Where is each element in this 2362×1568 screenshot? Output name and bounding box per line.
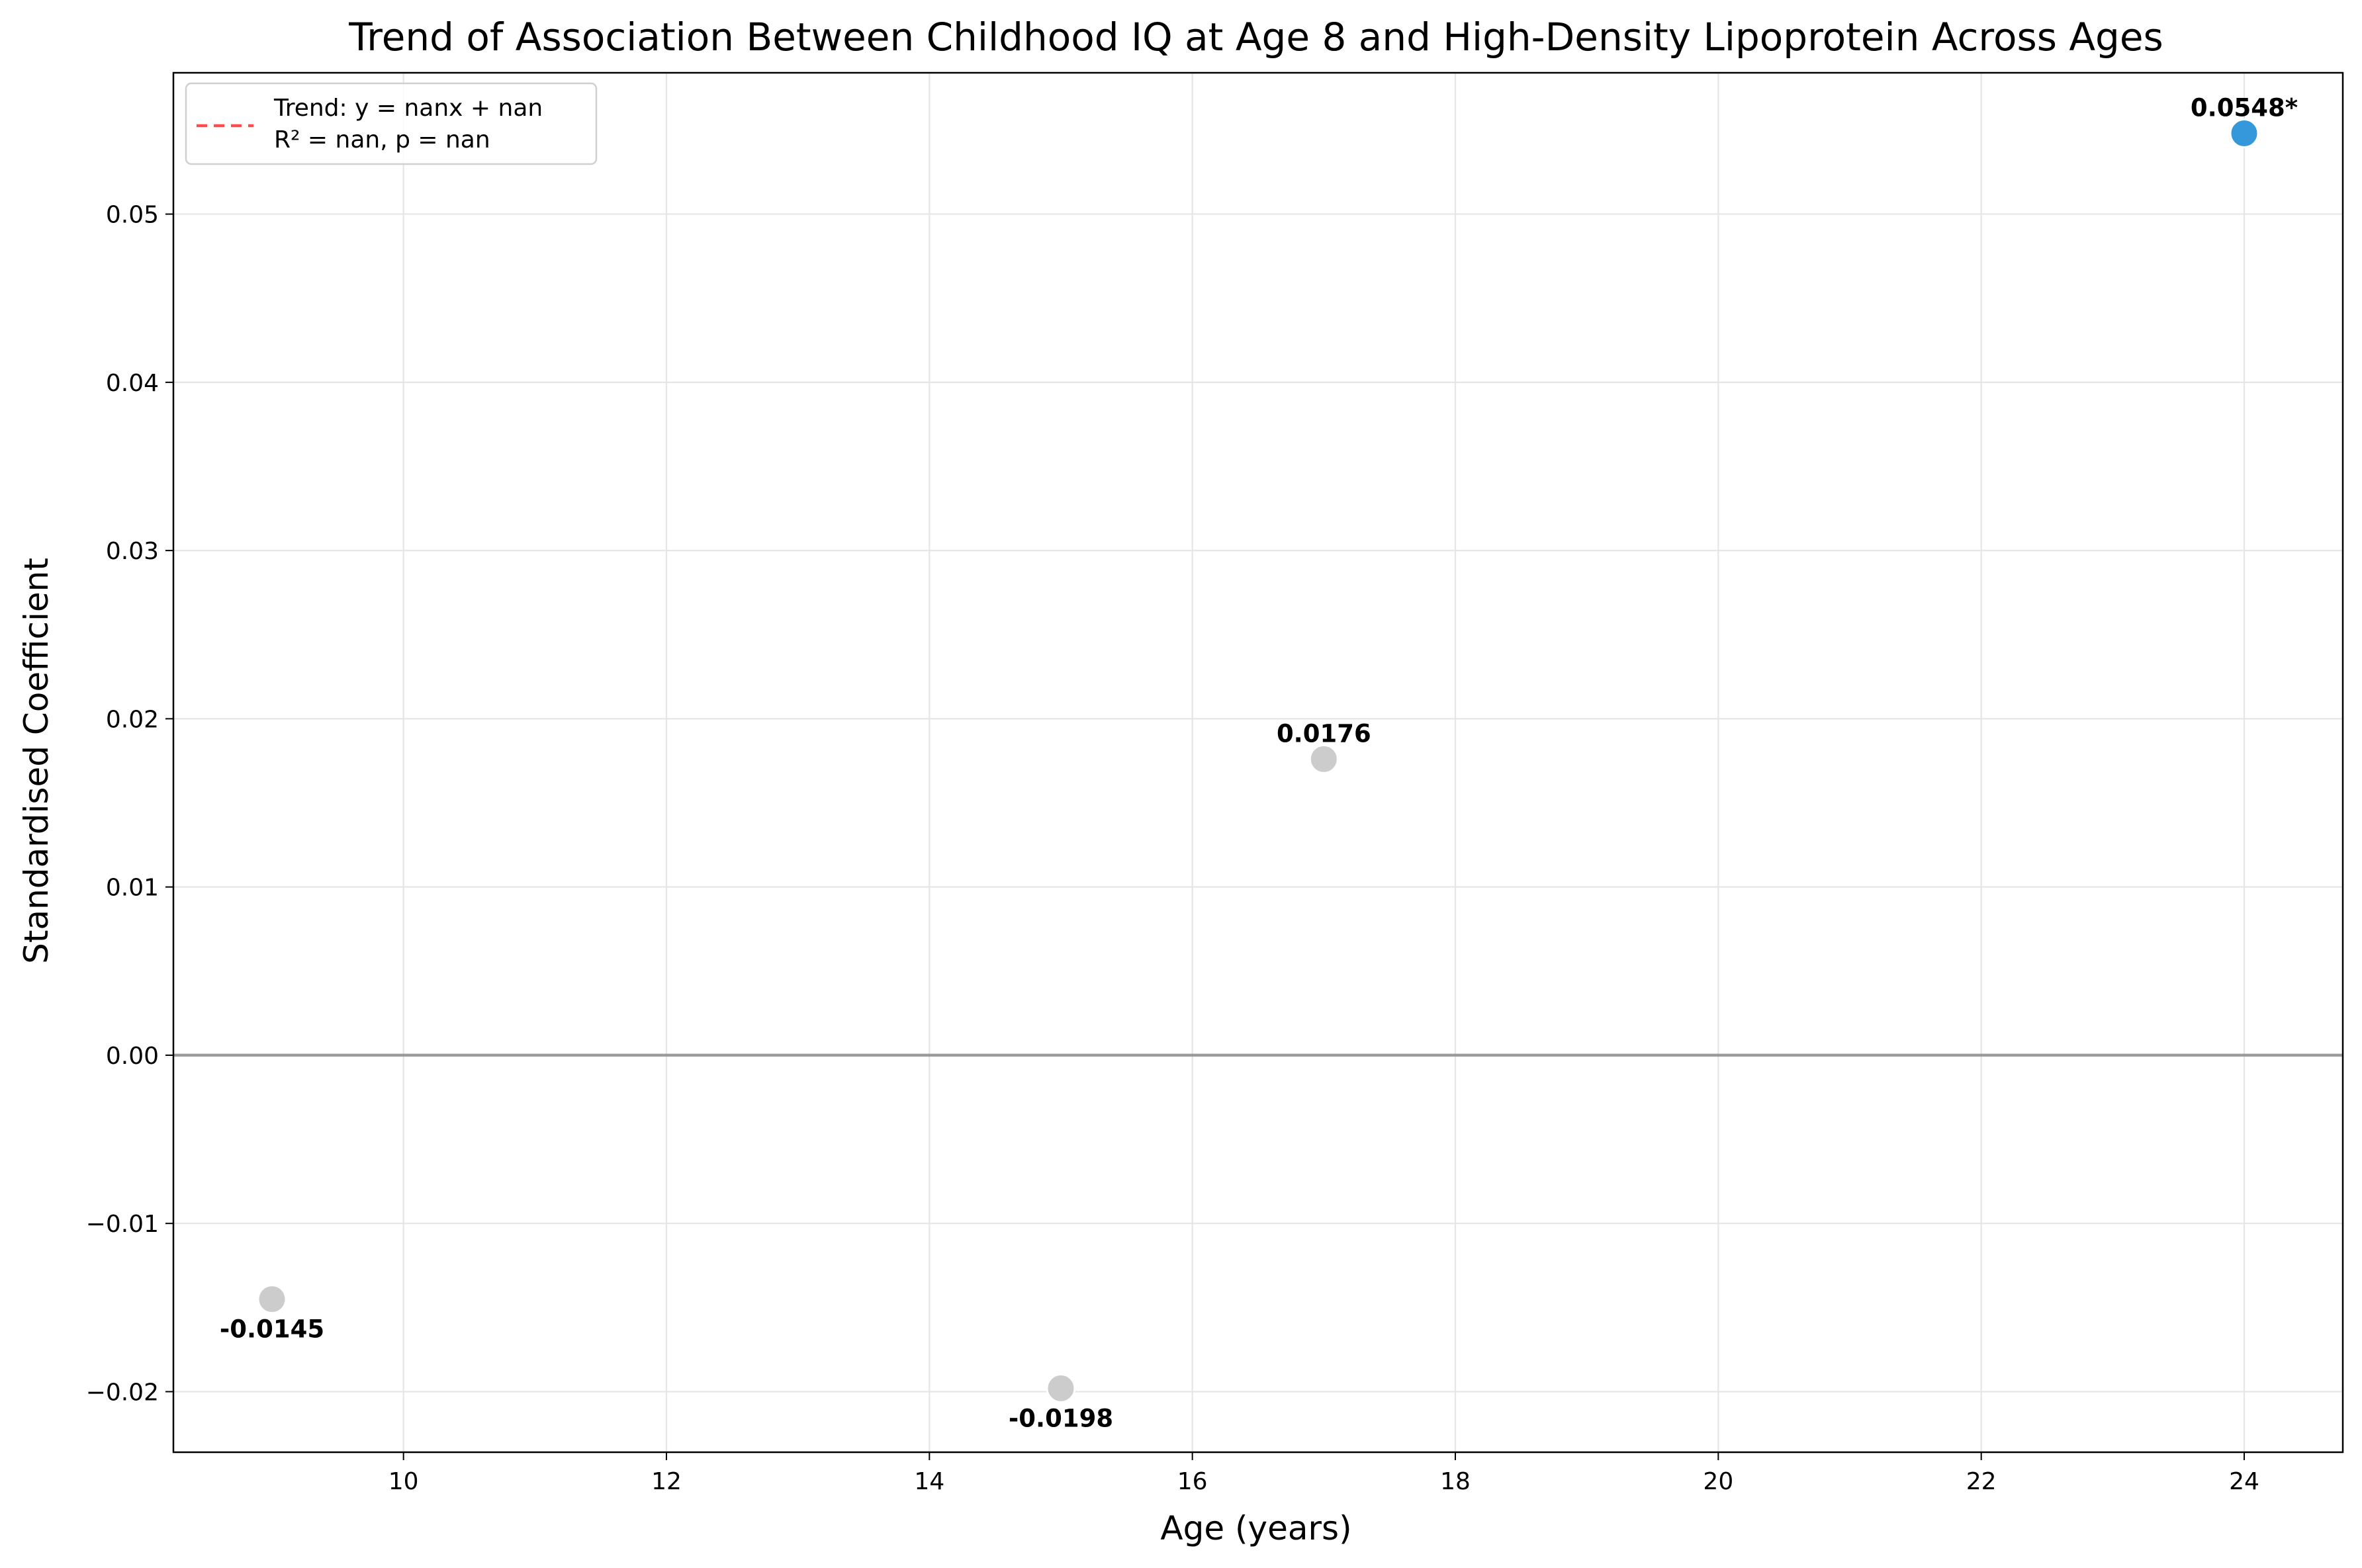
data-point [1308,744,1339,774]
x-tick-label: 22 [1966,1468,1997,1495]
x-tick-label: 18 [1440,1468,1471,1495]
y-tick-label: 0.04 [106,370,159,397]
y-tick-label: −0.01 [86,1211,159,1238]
chart-title: Trend of Association Between Childhood I… [348,15,2163,60]
data-point [1046,1373,1076,1403]
grid-lines [173,73,2343,1452]
data-label: 0.0548* [2191,94,2298,122]
x-tick-label: 10 [388,1468,419,1495]
y-tick-label: 0.03 [106,538,159,565]
y-axis-label: Standardised Coefficient [17,558,56,964]
x-axis-label: Age (years) [1160,1509,1351,1547]
x-tick-label: 16 [1177,1468,1208,1495]
y-tick-label: −0.02 [86,1379,159,1406]
data-labels: -0.0145 -0.0198 0.0176 0.0548* [220,94,2298,1433]
plot-frame [172,71,2344,1454]
y-tick-label: 0.00 [106,1043,159,1070]
legend-trend-equation: Trend: y = nanx + nan [273,95,543,122]
x-tick-label: 14 [914,1468,944,1495]
data-label: 0.0176 [1277,719,1371,748]
data-label: -0.0145 [220,1315,324,1344]
data-point [257,1284,287,1315]
legend-trend-stats: R² = nan, p = nan [274,126,490,153]
data-point [2229,118,2259,149]
x-tick-label: 24 [2229,1468,2259,1495]
legend: Trend: y = nanx + nan R² = nan, p = nan [185,82,598,165]
y-tick-label: 0.05 [106,202,159,229]
y-tick-label: 0.02 [106,706,159,733]
axis-ticks: 10 12 14 16 18 20 22 24 −0.02 −0.01 0.00 0.01 0.02 0.… [86,202,2259,1495]
y-tick-label: 0.01 [106,875,159,902]
data-label: -0.0198 [1009,1404,1113,1432]
x-tick-label: 20 [1703,1468,1733,1495]
x-tick-label: 12 [651,1468,682,1495]
data-points [257,118,2259,1403]
legend-box [185,82,598,165]
